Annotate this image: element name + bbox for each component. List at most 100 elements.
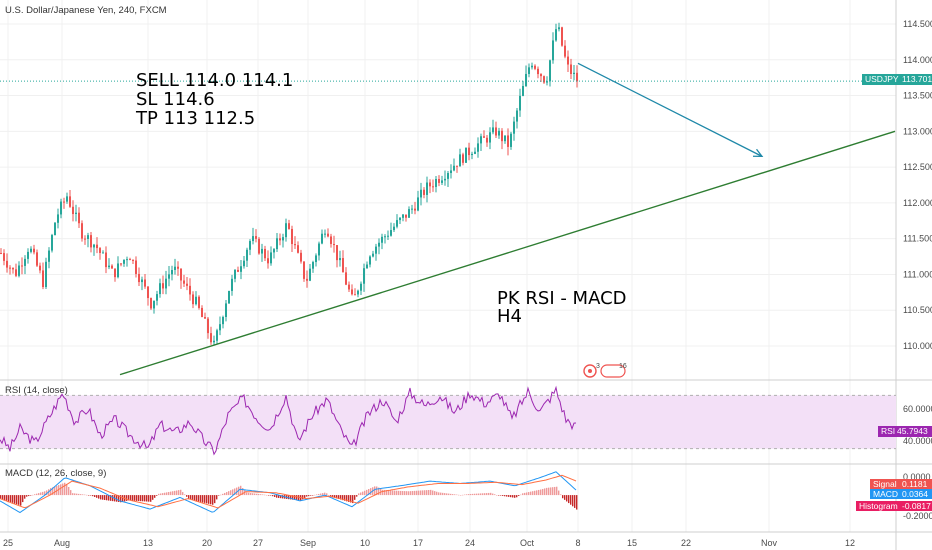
timeframe-text[interactable]: H4 — [497, 306, 522, 327]
candle-body — [396, 220, 398, 227]
candle-body — [537, 68, 539, 75]
rsi-tag-label: RSI — [881, 426, 895, 436]
histogram-bar — [112, 495, 114, 502]
histogram-bar — [452, 494, 454, 496]
histogram-bar — [152, 495, 154, 500]
histogram-bar — [28, 495, 30, 497]
histogram-bar — [110, 495, 112, 501]
histogram-bar — [274, 495, 276, 497]
candle-body — [411, 208, 413, 210]
histogram-bar — [424, 490, 426, 496]
signal-tag-value: 0.1181 — [902, 479, 928, 489]
histogram-bar — [186, 495, 188, 497]
rsi-level-lower: 40.0000 — [903, 436, 932, 446]
histogram-bar — [154, 495, 156, 498]
histogram-bar — [352, 495, 354, 504]
candle-body — [255, 236, 257, 239]
histogram-bar — [564, 495, 566, 500]
histogram-bar — [328, 494, 330, 496]
candle-body — [141, 279, 143, 283]
time-tick-label: 17 — [413, 538, 423, 548]
histogram-bar — [330, 495, 332, 497]
histogram-bar — [536, 490, 538, 496]
candle-body — [273, 249, 275, 253]
histogram-bar — [474, 493, 476, 496]
histogram-bar — [264, 494, 266, 496]
price-axis[interactable]: 114.500 114.000 113.500 113.000 112.500 112.0… — [903, 19, 932, 351]
histogram-bar — [528, 492, 530, 496]
histogram-bar — [204, 495, 206, 503]
histogram-bar — [480, 493, 482, 496]
histogram-bar — [316, 494, 318, 496]
candle-body — [111, 265, 113, 269]
histogram-bar — [2, 495, 4, 500]
time-tick-label: 20 — [202, 538, 212, 548]
histogram-bar — [466, 494, 468, 496]
projection-arrow[interactable] — [577, 62, 764, 158]
price-tick-label: 113.500 — [903, 91, 932, 101]
candle-body — [45, 261, 47, 288]
symbol-title: U.S. Dollar/Japanese Yen, 240, FXCM — [5, 5, 167, 16]
histogram-bar — [208, 495, 210, 504]
price-tick-label: 114.500 — [903, 19, 932, 29]
support-trendline[interactable] — [119, 130, 896, 376]
histogram-bar — [196, 495, 198, 501]
trade-tp-text[interactable]: TP 113 112.5 — [135, 108, 255, 129]
events-badge[interactable]: 3 16 — [583, 363, 627, 378]
candle-body — [531, 65, 533, 68]
candle-body — [402, 214, 404, 218]
histogram-bar — [252, 493, 254, 496]
histogram-bar — [422, 490, 424, 496]
candle-body — [183, 280, 185, 284]
histogram-bar — [392, 490, 394, 496]
candle-body — [51, 235, 53, 251]
candle-body — [513, 121, 515, 134]
histogram-bar — [448, 493, 450, 496]
histogram-bar — [308, 495, 310, 497]
candle-body — [378, 242, 380, 247]
candle-body — [177, 266, 179, 269]
histogram-bar — [432, 490, 434, 496]
histogram-bar — [236, 487, 238, 496]
candle-body — [6, 260, 8, 268]
histogram-bar — [540, 489, 542, 496]
candle-body — [264, 248, 266, 259]
histogram-bar — [430, 489, 432, 496]
candle-body — [327, 233, 329, 237]
candle-body — [267, 258, 269, 264]
candle-body — [561, 27, 563, 46]
histogram-bar — [354, 495, 356, 500]
histogram-bar — [192, 495, 194, 501]
histogram-bar — [428, 490, 430, 496]
candle-body — [201, 307, 203, 318]
histogram-bar — [336, 495, 338, 499]
histogram-bar — [494, 494, 496, 496]
time-axis[interactable]: 25 Aug 13 20 27 Sep 10 17 24 Oct 8 15 22 Nov 12 — [3, 538, 855, 548]
trade-sell-text[interactable]: SELL 114.0 114.1 — [136, 70, 293, 91]
histogram-bar — [526, 492, 528, 496]
histogram-bar — [332, 495, 334, 498]
histogram-bar — [514, 495, 516, 498]
signal-tag-label: Signal — [873, 479, 897, 489]
candle-body — [393, 226, 395, 231]
histogram-bar — [30, 495, 32, 496]
candle-body — [228, 290, 230, 304]
histogram-bar — [168, 491, 170, 496]
candle-body — [69, 196, 71, 207]
histogram-bar — [296, 495, 298, 501]
macd-title: MACD (12, 26, close, 9) — [5, 468, 106, 479]
time-tick-label: Sep — [300, 538, 316, 548]
histogram-bar — [532, 491, 534, 496]
author-text[interactable]: PK RSI - MACD — [497, 288, 627, 309]
candle-body — [66, 196, 68, 202]
events-count-b: 16 — [619, 363, 627, 370]
candle-body — [534, 65, 536, 69]
trade-sl-text[interactable]: SL 114.6 — [136, 89, 215, 110]
candle-body — [366, 264, 368, 269]
histogram-bar — [378, 487, 380, 496]
histogram-bar — [450, 493, 452, 496]
candle-body — [456, 165, 458, 167]
histogram-bar — [562, 495, 564, 499]
histogram-bar — [270, 495, 272, 496]
